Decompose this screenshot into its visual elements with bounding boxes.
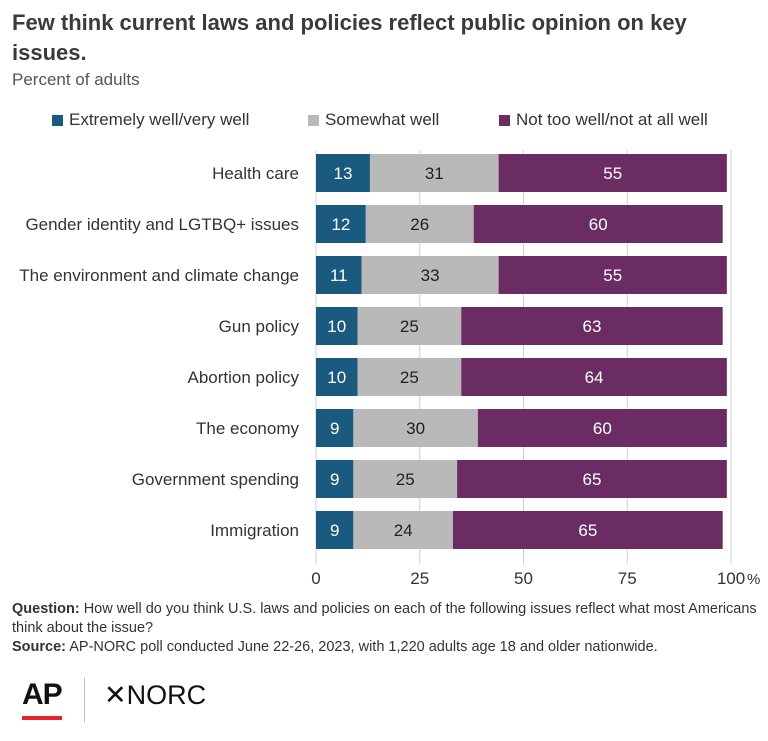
category-label-immigration: Immigration (210, 521, 299, 540)
x-tick-label-0: 0 (311, 569, 320, 588)
data-label-extremely-well-very-well-health-care: 13 (334, 164, 353, 183)
data-label-extremely-well-very-well-gun-policy: 10 (327, 317, 346, 336)
data-label-somewhat-well-the-economy: 30 (406, 419, 425, 438)
norc-logo-text: NORC (126, 680, 207, 710)
data-label-not-too-well-not-at-all-well-health-care: 55 (603, 164, 622, 183)
bar-somewhat-well-abortion-policy (357, 358, 462, 396)
data-label-not-too-well-not-at-all-well-immigration: 65 (578, 521, 597, 540)
bar-somewhat-well-gun-policy (357, 307, 462, 345)
x-tick-label-100: 100 (717, 569, 745, 588)
bar-extremely-well-very-well-the-economy (316, 409, 354, 447)
question-text: How well do you think U.S. laws and poli… (12, 601, 757, 636)
legend-label-somewhat-well: Somewhat well (325, 110, 440, 129)
legend-label-not-too-well: Not too well/not at all well (516, 110, 708, 129)
bar-somewhat-well-the-environment-and-climate-change (361, 256, 499, 294)
chart-title: Few think current laws and policies refl… (12, 10, 687, 65)
legend-swatch-extremely-well (52, 114, 63, 126)
question-label: Question: (12, 601, 80, 617)
norc-mark-icon: ✕ (104, 680, 127, 710)
data-label-not-too-well-not-at-all-well-gender-identity-and-lgtbq-issues: 60 (589, 215, 608, 234)
bar-extremely-well-very-well-gender-identity-and-lgtbq-issues (316, 205, 366, 243)
x-tick-label-50: 50 (514, 569, 533, 588)
question-note: Question: How well do you think U.S. law… (12, 600, 757, 638)
x-axis-unit: % (747, 571, 760, 588)
data-label-extremely-well-very-well-abortion-policy: 10 (327, 368, 346, 387)
bar-not-too-well-not-at-all-well-the-environment-and-climate-change (498, 256, 727, 294)
data-label-somewhat-well-health-care: 31 (425, 164, 444, 183)
category-label-gender-identity-and-lgtbq-issues: Gender identity and LGTBQ+ issues (25, 215, 299, 234)
chart-notes: Question: How well do you think U.S. law… (12, 600, 757, 657)
x-tick-label-75: 75 (618, 569, 637, 588)
data-label-extremely-well-very-well-immigration: 9 (330, 521, 339, 540)
data-label-somewhat-well-the-environment-and-climate-change: 33 (421, 266, 440, 285)
chart-legend: Extremely well/very well Somewhat well N… (0, 110, 768, 132)
bar-not-too-well-not-at-all-well-government-spending (457, 460, 727, 498)
legend-item-not-too-well: Not too well/not at all well (499, 110, 708, 130)
bar-somewhat-well-health-care (369, 154, 499, 192)
data-label-somewhat-well-gender-identity-and-lgtbq-issues: 26 (410, 215, 429, 234)
data-label-somewhat-well-abortion-policy: 25 (400, 368, 419, 387)
stacked-bar-chart: Health care 13 31 55 Gender identity and LGT… (19, 150, 760, 588)
data-label-somewhat-well-government-spending: 25 (396, 470, 415, 489)
bar-extremely-well-very-well-gun-policy (316, 307, 358, 345)
category-label-health-care: Health care (212, 164, 299, 183)
bar-somewhat-well-immigration (353, 511, 453, 549)
data-label-not-too-well-not-at-all-well-the-environment-and-climate-change: 55 (603, 266, 622, 285)
data-label-not-too-well-not-at-all-well-abortion-policy: 64 (585, 368, 604, 387)
bar-not-too-well-not-at-all-well-immigration (452, 511, 723, 549)
bar-somewhat-well-gender-identity-and-lgtbq-issues (365, 205, 474, 243)
legend-item-extremely-well: Extremely well/very well (52, 110, 249, 130)
category-label-gun-policy: Gun policy (219, 317, 300, 336)
bar-not-too-well-not-at-all-well-abortion-policy (461, 358, 727, 396)
legend-label-extremely-well: Extremely well/very well (69, 110, 250, 129)
bar-not-too-well-not-at-all-well-the-economy (477, 409, 727, 447)
category-label-government-spending: Government spending (132, 470, 299, 489)
source-text: AP-NORC poll conducted June 22-26, 2023,… (69, 639, 658, 655)
source-note: Source: AP-NORC poll conducted June 22-2… (12, 638, 757, 657)
bar-extremely-well-very-well-abortion-policy (316, 358, 358, 396)
x-tick-label-25: 25 (410, 569, 429, 588)
data-label-extremely-well-very-well-gender-identity-and-lgtbq-issues: 12 (331, 215, 350, 234)
category-label-the-environment-and-climate-change: The environment and climate change (19, 266, 299, 285)
logo-bar: AP ✕NORC (0, 670, 768, 730)
source-label: Source: (12, 639, 66, 655)
logo-divider (84, 678, 85, 722)
legend-item-somewhat-well: Somewhat well (308, 110, 439, 130)
data-label-extremely-well-very-well-the-economy: 9 (330, 419, 339, 438)
bar-not-too-well-not-at-all-well-health-care (498, 154, 727, 192)
data-label-extremely-well-very-well-the-environment-and-climate-change: 11 (330, 266, 348, 285)
ap-logo-underline (22, 716, 62, 720)
chart-subtitle: Percent of adults (12, 70, 140, 89)
bar-not-too-well-not-at-all-well-gender-identity-and-lgtbq-issues (473, 205, 723, 243)
norc-logo: ✕NORC (104, 680, 206, 711)
bar-extremely-well-very-well-the-environment-and-climate-change (316, 256, 362, 294)
data-label-not-too-well-not-at-all-well-gun-policy: 63 (583, 317, 602, 336)
ap-logo: AP (22, 678, 63, 711)
legend-swatch-not-too-well (499, 114, 510, 126)
category-label-the-economy: The economy (196, 419, 299, 438)
bar-extremely-well-very-well-immigration (316, 511, 354, 549)
data-label-extremely-well-very-well-government-spending: 9 (330, 470, 339, 489)
bar-not-too-well-not-at-all-well-gun-policy (461, 307, 723, 345)
bar-extremely-well-very-well-health-care (316, 154, 370, 192)
bar-somewhat-well-government-spending (353, 460, 458, 498)
data-label-not-too-well-not-at-all-well-the-economy: 60 (593, 419, 612, 438)
bar-extremely-well-very-well-government-spending (316, 460, 354, 498)
data-label-not-too-well-not-at-all-well-government-spending: 65 (583, 470, 602, 489)
data-label-somewhat-well-gun-policy: 25 (400, 317, 419, 336)
data-label-somewhat-well-immigration: 24 (394, 521, 413, 540)
category-label-abortion-policy: Abortion policy (187, 368, 299, 387)
bar-somewhat-well-the-economy (353, 409, 478, 447)
legend-swatch-somewhat-well (308, 114, 319, 126)
